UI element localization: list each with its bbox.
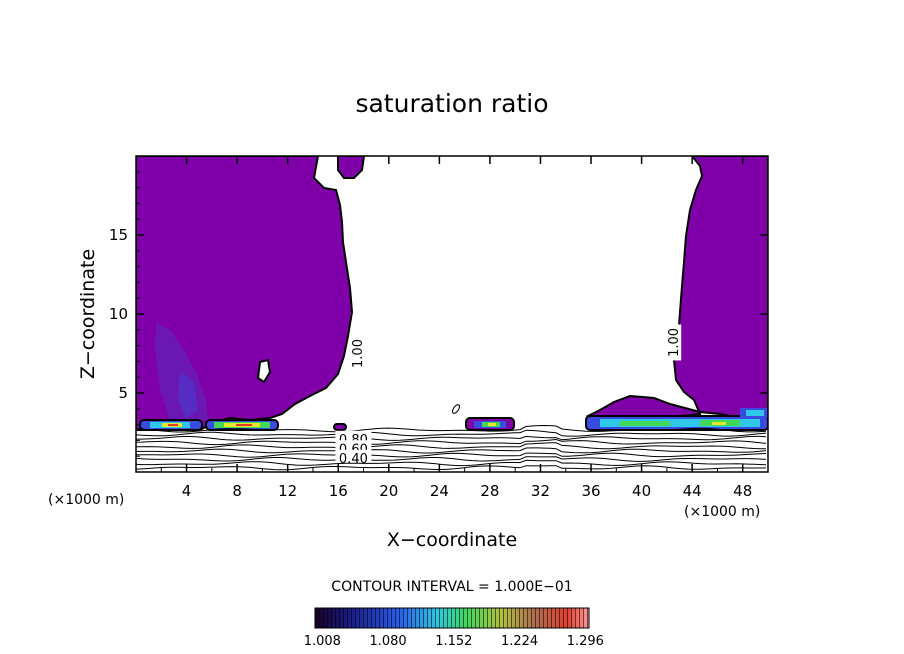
contour-label-bg [335, 440, 372, 453]
contour-line [136, 442, 766, 450]
x-unit-left: (×1000 m) [48, 492, 124, 508]
contour-labels: 1.001.000.800.600.40 [335, 324, 682, 467]
contour-line [136, 452, 767, 458]
low-cloud-band [139, 408, 768, 431]
contour-line [136, 435, 767, 441]
x-tick-label: 28 [480, 482, 499, 500]
contour-label: 1.00 [667, 328, 682, 357]
x-tick-label: 40 [632, 482, 651, 500]
right-saturated-region [585, 156, 768, 424]
contour-label-bg [335, 449, 372, 462]
contour-line [136, 456, 767, 462]
colorbar-tick-label: 1.296 [567, 634, 604, 649]
contour-label-bg [335, 430, 372, 443]
contour-line [136, 447, 767, 454]
contour-label-bg [665, 324, 682, 361]
top-blob [337, 156, 366, 179]
x-axis-ticks: 4 8 12 16 20 24 28 32 36 40 44 48 [160, 156, 752, 500]
x-tick-label: 12 [278, 482, 297, 500]
y-tick-label: 15 [109, 226, 128, 244]
contour-line [136, 465, 767, 471]
contour-line [136, 459, 767, 467]
plot-area [136, 156, 768, 471]
y-axis-ticks: 5 10 15 [109, 171, 768, 457]
contour-label: 0.40 [339, 452, 368, 467]
y-tick-label: 5 [118, 384, 128, 402]
x-tick-label: 32 [531, 482, 550, 500]
contour-line [136, 429, 767, 437]
subsaturated-contours [136, 424, 767, 471]
colorbar-tick-label: 1.080 [369, 634, 406, 649]
chart-title: saturation ratio [355, 89, 548, 118]
x-tick-label: 20 [379, 482, 398, 500]
white-hole [256, 358, 272, 384]
colorbar-bins [315, 608, 589, 628]
colorbar [314, 607, 590, 629]
colorbar-tick-label: 1.008 [304, 634, 341, 649]
x-tick-label: 36 [581, 482, 600, 500]
x-tick-label: 16 [329, 482, 348, 500]
contour-label-bg [349, 335, 366, 372]
x-tick-label: 8 [232, 482, 242, 500]
x-tick-label: 24 [430, 482, 449, 500]
contour-line [136, 424, 767, 433]
x-tick-label: 48 [733, 482, 752, 500]
x-unit-right: (×1000 m) [684, 504, 760, 520]
colorbar-tick-labels: 1.008 1.080 1.152 1.224 1.296 [304, 634, 604, 649]
small-contour-loop [451, 404, 461, 414]
colorbar-tick-label: 1.152 [435, 634, 472, 649]
colorbar-tick-label: 1.224 [501, 634, 538, 649]
x-axis-label: X−coordinate [387, 529, 517, 551]
contour-label: 1.00 [351, 339, 366, 368]
y-axis-label: Z−coordinate [77, 249, 99, 379]
low-level-core [178, 372, 198, 418]
y-tick-label: 10 [109, 305, 128, 323]
x-tick-label: 44 [683, 482, 702, 500]
contour-interval-text: CONTOUR INTERVAL = 1.000E−01 [331, 579, 572, 595]
contour-line [136, 438, 767, 446]
x-tick-label: 4 [182, 482, 192, 500]
